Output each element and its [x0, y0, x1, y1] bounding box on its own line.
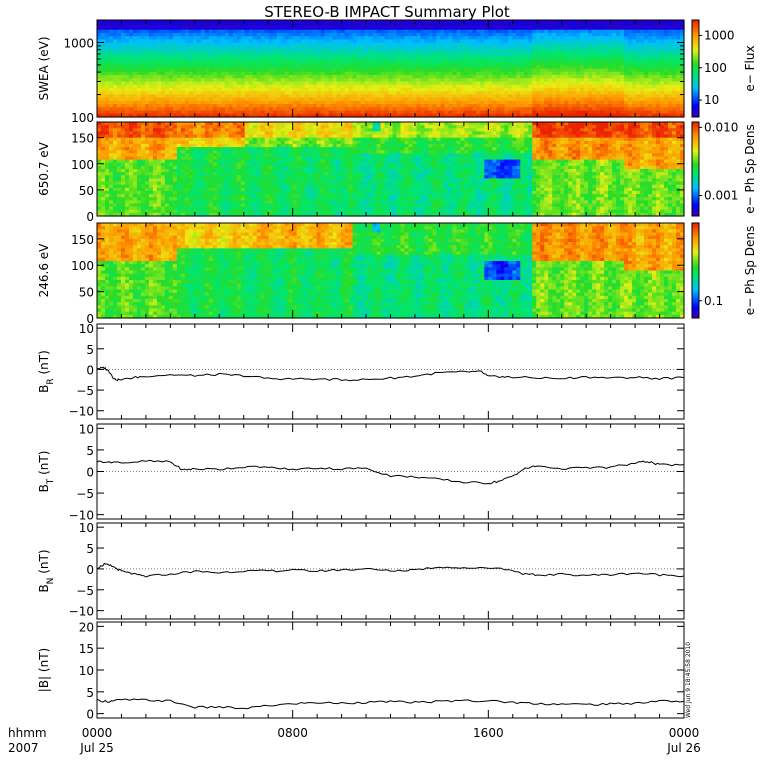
plot-title: STEREO-B IMPACT Summary Plot	[264, 3, 510, 21]
y-tick-label: 0	[86, 563, 94, 577]
panel-frame	[96, 323, 685, 420]
colorbar-tick-label: 1000	[704, 28, 735, 42]
y-tick-label: 100	[71, 111, 94, 125]
y-tick-label: 150	[71, 233, 94, 247]
y-axis-label: 246.6 eV	[37, 243, 51, 298]
colorbar-tick-label: 0.1	[704, 294, 723, 308]
y-axis-label: BR (nT)	[37, 350, 56, 393]
time-tick-label: 1600	[473, 726, 504, 740]
y-tick-label: −10	[69, 509, 94, 523]
panel-6: −10 −5 0 5 10 BN (nT)	[37, 521, 685, 620]
colorbar: 0.1 e− Ph Sp Dens	[691, 222, 757, 319]
y-axis-label: 650.7 eV	[37, 141, 51, 196]
y-axis-label: BT (nT)	[37, 451, 56, 493]
y-tick-label: 0	[86, 466, 94, 480]
colorbar-frame	[691, 19, 700, 118]
y-tick-label: 50	[79, 286, 94, 300]
y-tick-label: 0	[86, 363, 94, 377]
spectrogram-image	[97, 122, 685, 217]
y-tick-label: 5	[86, 542, 94, 556]
y-tick-label: 0	[86, 210, 94, 224]
y-tick-label: −5	[76, 584, 94, 598]
y-axis-label: BN (nT)	[37, 549, 56, 592]
y-tick-label: 5	[86, 686, 94, 700]
y-tick-label: 10	[79, 322, 94, 336]
y-tick-label: 5	[86, 343, 94, 357]
date-tick-label: Jul 26	[666, 741, 701, 755]
y-tick-label: 0	[86, 708, 94, 722]
y-tick-label: 10	[79, 664, 94, 678]
time-tick-label: 0800	[277, 726, 308, 740]
colorbar-tick-label: 0.001	[704, 188, 738, 202]
y-tick-label: −5	[76, 487, 94, 501]
field-trace-line	[96, 698, 685, 710]
time-axis-row2-label: 2007	[8, 741, 39, 755]
colorbar-label: e− Ph Sp Dens	[743, 226, 757, 315]
panel-5: −10 −5 0 5 10 BT (nT)	[37, 422, 685, 523]
field-trace-line	[96, 459, 685, 485]
y-tick-label: 100	[71, 158, 94, 172]
spectrogram-image	[97, 223, 685, 319]
date-tick-label: Jul 25	[79, 741, 114, 755]
panel-4: −10 −5 0 5 10 BR (nT)	[37, 322, 685, 420]
colorbar: 0.001 0.010 e− Ph Sp Dens	[691, 120, 757, 217]
colorbar-tick-label: 0.010	[704, 120, 738, 134]
y-tick-label: −10	[69, 605, 94, 619]
panel-frame	[96, 621, 685, 719]
time-tick-label: 0000	[82, 726, 113, 740]
y-tick-label: 10	[79, 422, 94, 436]
time-axis-row1-label: hhmm	[8, 726, 47, 740]
field-trace-line	[96, 366, 685, 382]
y-tick-label: 100	[71, 259, 94, 273]
generation-timestamp: Wed Jun 9 18:45:58 2010	[685, 642, 692, 718]
y-tick-label: 1000	[63, 36, 94, 50]
y-axis-label: |B| (nT)	[37, 648, 51, 692]
colorbar-tick-label: 100	[704, 61, 727, 75]
y-tick-label: 5	[86, 444, 94, 458]
field-trace-line	[96, 562, 685, 578]
y-axis-label: SWEA (eV)	[37, 36, 51, 100]
panel-1: 10 100 1000 e− Flux 100 1000 SWEA (eV)	[37, 19, 757, 125]
panel-2: 0.001 0.010 e− Ph Sp Dens 0 50 100 150 650.7 eV	[37, 120, 757, 224]
y-tick-label: 50	[79, 184, 94, 198]
y-tick-label: −10	[69, 405, 94, 419]
time-tick-label: 0000	[669, 726, 700, 740]
y-tick-label: 15	[79, 642, 94, 656]
colorbar-tick-label: 10	[704, 93, 719, 107]
panel-7: 0 5 10 15 20 |B| (nT)	[37, 620, 685, 722]
colorbar-frame	[691, 222, 700, 319]
colorbar: 10 100 1000 e− Flux	[691, 19, 757, 118]
y-tick-label: 10	[79, 521, 94, 535]
y-tick-label: 20	[79, 620, 94, 634]
y-tick-label: 0	[86, 312, 94, 326]
colorbar-label: e− Ph Sp Dens	[743, 124, 757, 213]
y-tick-label: −5	[76, 384, 94, 398]
colorbar-frame	[691, 121, 700, 217]
panel-3: 0.1 e− Ph Sp Dens 0 50 100 150 246.6 eV	[37, 222, 757, 326]
y-tick-label: 150	[71, 132, 94, 146]
colorbar-label: e− Flux	[743, 45, 757, 91]
spectrogram-image	[97, 20, 685, 118]
